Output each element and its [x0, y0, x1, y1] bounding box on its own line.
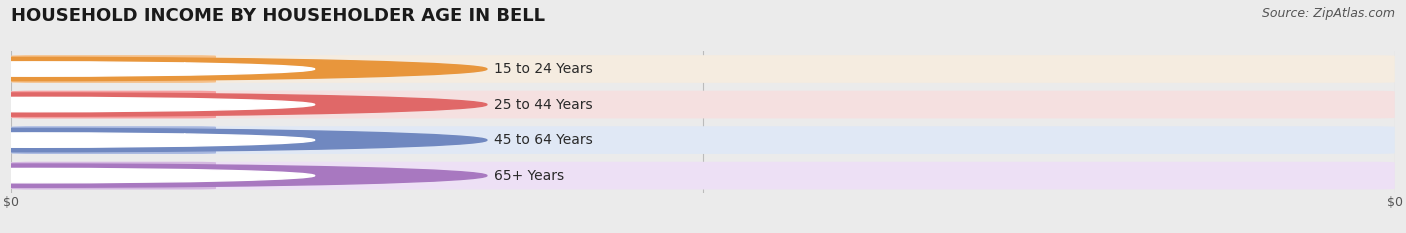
- FancyBboxPatch shape: [11, 91, 217, 118]
- Circle shape: [0, 93, 486, 116]
- Text: $0: $0: [180, 98, 200, 112]
- FancyBboxPatch shape: [11, 55, 217, 83]
- Circle shape: [0, 57, 486, 81]
- Text: 65+ Years: 65+ Years: [494, 169, 564, 183]
- FancyBboxPatch shape: [11, 55, 1395, 83]
- Text: $0: $0: [180, 133, 200, 147]
- Text: $0: $0: [180, 62, 200, 76]
- Circle shape: [0, 168, 315, 183]
- FancyBboxPatch shape: [11, 91, 1395, 118]
- FancyBboxPatch shape: [11, 162, 1395, 189]
- Text: $0: $0: [180, 169, 200, 183]
- Text: 45 to 64 Years: 45 to 64 Years: [494, 133, 592, 147]
- Text: HOUSEHOLD INCOME BY HOUSEHOLDER AGE IN BELL: HOUSEHOLD INCOME BY HOUSEHOLDER AGE IN B…: [11, 7, 546, 25]
- Circle shape: [0, 128, 486, 152]
- Text: 15 to 24 Years: 15 to 24 Years: [494, 62, 592, 76]
- Circle shape: [0, 97, 315, 112]
- FancyBboxPatch shape: [11, 126, 1395, 154]
- Text: Source: ZipAtlas.com: Source: ZipAtlas.com: [1261, 7, 1395, 20]
- Circle shape: [0, 62, 315, 76]
- FancyBboxPatch shape: [11, 162, 217, 189]
- FancyBboxPatch shape: [11, 126, 217, 154]
- Circle shape: [0, 133, 315, 147]
- Circle shape: [0, 164, 486, 187]
- Text: 25 to 44 Years: 25 to 44 Years: [494, 98, 592, 112]
